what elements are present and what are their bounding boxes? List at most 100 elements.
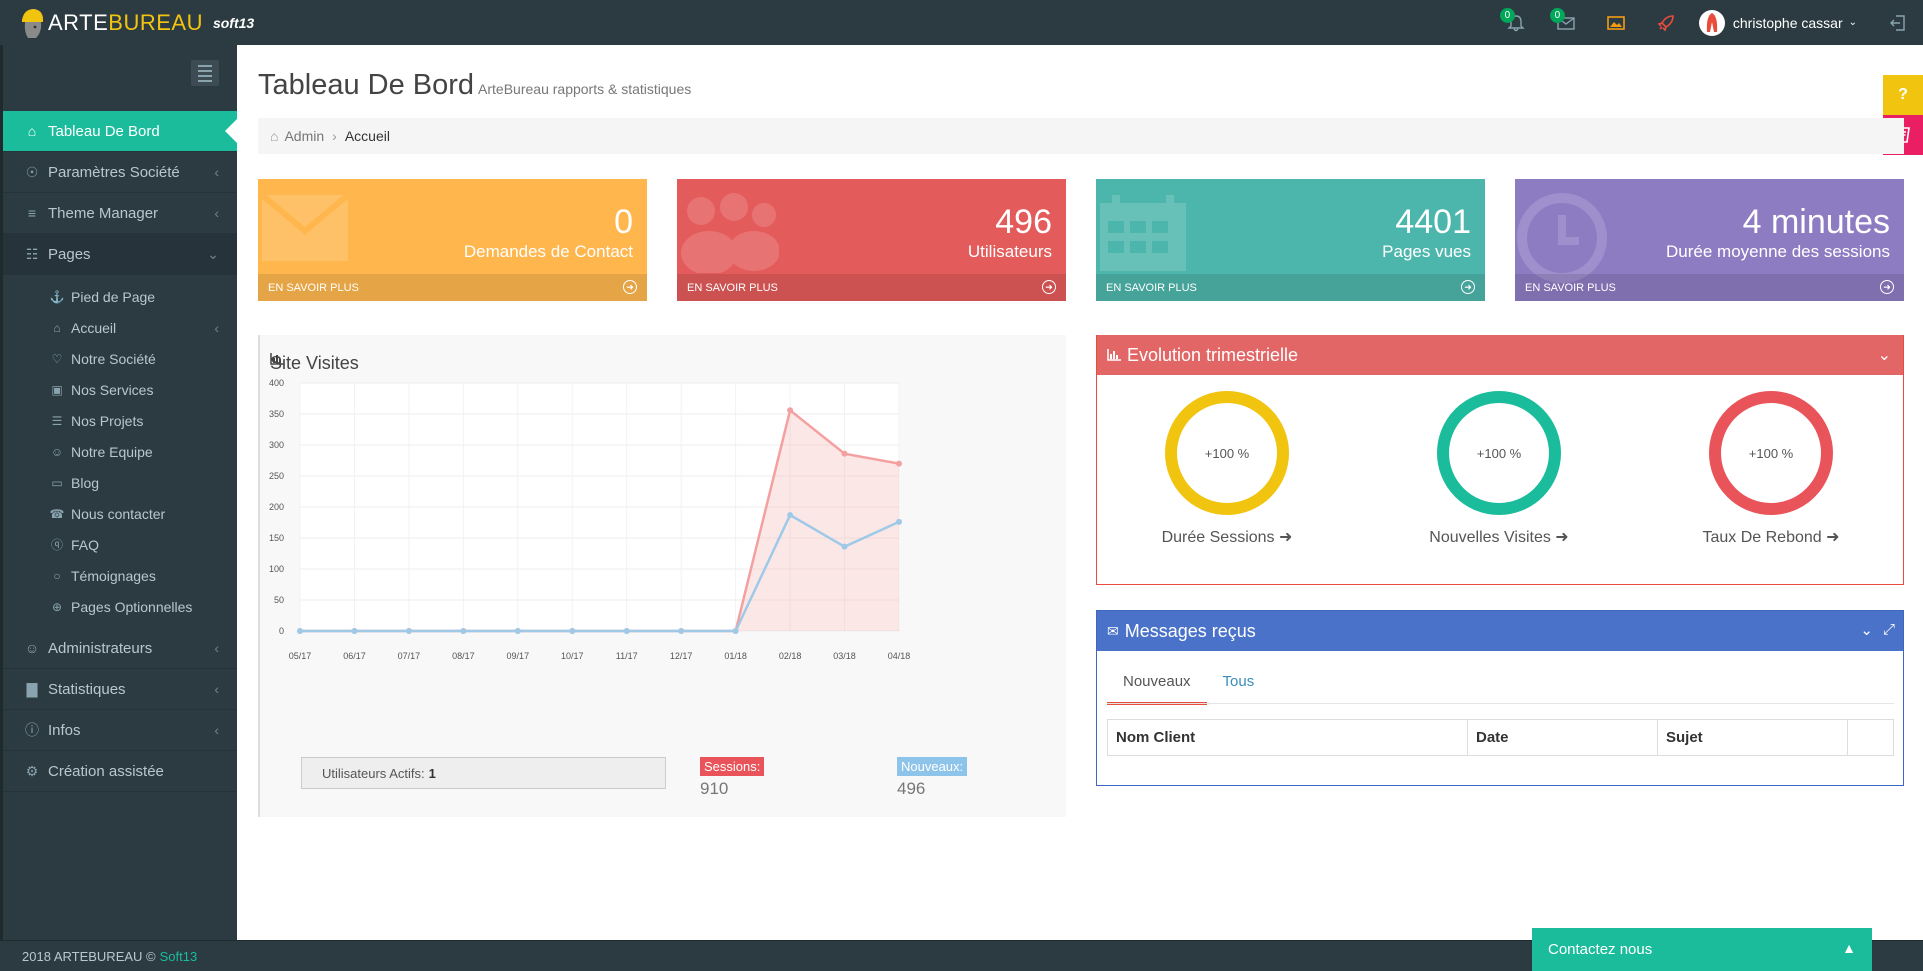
heart-icon: ♡ — [51, 351, 63, 366]
ring-label: Nouvelles Visites — [1429, 529, 1551, 546]
page-title-text: Tableau De Bord — [258, 69, 475, 101]
collapse-chevron-icon[interactable]: ⌄ — [1877, 347, 1891, 364]
launch-button[interactable] — [1641, 0, 1691, 45]
sidebar-subitem-accueil[interactable]: ⌂ Accueil ‹ — [3, 312, 237, 343]
ring-circle: +100 % — [1165, 391, 1289, 515]
arrow-circle-right-icon: ➜ — [1555, 529, 1569, 546]
contact-us-widget[interactable]: Contactez nous ▲ — [1532, 928, 1872, 971]
column-header-client[interactable]: Nom Client — [1107, 719, 1468, 756]
data-point — [351, 628, 358, 634]
messages-header: ✉ Messages reçus ⌄ ⤢ — [1097, 611, 1903, 651]
ring-value: +100 % — [1204, 445, 1250, 461]
ring-label: Taux De Rebond — [1702, 529, 1822, 546]
sidebar-subitem-nous-contacter[interactable]: ☎ Nous contacter — [3, 498, 237, 529]
ring-label-link[interactable]: Durée Sessions ➜ — [1157, 527, 1297, 547]
column-header-date[interactable]: Date — [1467, 719, 1658, 756]
more-info-link[interactable]: EN SAVOIR PLUS ➜ — [1515, 274, 1904, 301]
x-tick-label: 04/18 — [888, 651, 911, 661]
active-users-label: Utilisateurs Actifs: — [322, 765, 425, 781]
sessions-legend: Sessions: 910 — [700, 757, 765, 799]
sidebar-item-creation-assistee[interactable]: ⚙ Création assistée — [3, 751, 237, 792]
breadcrumb-admin-link[interactable]: Admin — [284, 128, 325, 144]
user-menu[interactable]: christophe cassar ⌄ — [1691, 0, 1873, 45]
envelope-icon — [260, 193, 350, 261]
data-point — [787, 407, 794, 414]
data-point — [678, 628, 685, 634]
stat-contact-requests: 0 Demandes de Contact EN SAVOIR PLUS ➜ — [258, 179, 647, 301]
chevron-down-icon: ⌄ — [1848, 17, 1857, 28]
sidebar-item-administrateurs[interactable]: ☺ Administrateurs ‹ — [3, 628, 237, 669]
ring-new-visits: +100 % Nouvelles Visites ➜ — [1429, 391, 1569, 547]
sign-out-button[interactable] — [1873, 0, 1923, 45]
gift-icon: ▣ — [51, 382, 63, 397]
data-point — [841, 543, 848, 550]
ring-label-link[interactable]: Nouvelles Visites ➜ — [1429, 527, 1569, 547]
sidebar-item-label: Statistiques — [48, 680, 126, 698]
ring-session-duration: +100 % Durée Sessions ➜ — [1157, 391, 1297, 547]
arrow-circle-right-icon: ➜ — [1279, 529, 1293, 546]
column-header-subject[interactable]: Sujet — [1657, 719, 1848, 756]
expand-icon[interactable]: ⤢ — [1882, 621, 1895, 638]
sidebar-item-label: Theme Manager — [48, 204, 159, 222]
quarterly-evolution-title: Evolution trimestrielle — [1127, 344, 1299, 365]
chevron-left-icon: ‹ — [214, 205, 219, 221]
stat-session-duration: 4 minutes Durée moyenne des sessions EN … — [1515, 179, 1904, 301]
sidebar-subitem-blog[interactable]: ▭ Blog — [3, 467, 237, 498]
data-point — [460, 628, 467, 634]
site-visits-panel: 0 50 100 150 200 250 300 350 400 05/17 06/17 07/17 0… — [258, 335, 1066, 817]
more-info-link[interactable]: EN SAVOIR PLUS ➜ — [258, 274, 647, 301]
question-icon: ⓠ — [50, 538, 63, 552]
y-tick-label: 300 — [269, 440, 284, 450]
more-info-label: EN SAVOIR PLUS — [1525, 281, 1616, 294]
sidebar: ⌂ Tableau De Bord ☉ Paramètres Société ‹… — [0, 45, 237, 940]
ring-label-link[interactable]: Taux De Rebond ➜ — [1701, 527, 1841, 547]
sidebar-item-infos[interactable]: ⓘ Infos ‹ — [3, 710, 237, 751]
data-point — [405, 628, 412, 634]
sidebar-subitem-pied-de-page[interactable]: ⚓ Pied de Page — [3, 281, 237, 312]
help-label: ? — [1898, 86, 1908, 103]
sidebar-subitem-notre-societe[interactable]: ♡ Notre Société — [3, 343, 237, 374]
collapse-chevron-icon[interactable]: ⌄ — [1860, 622, 1873, 639]
sidebar-subitem-pages-optionnelles[interactable]: ⊕ Pages Optionnelles — [3, 591, 237, 622]
stat-label: Durée moyenne des sessions — [1666, 242, 1890, 261]
tab-nouveaux[interactable]: Nouveaux — [1107, 661, 1207, 705]
sidebar-subitem-nos-services[interactable]: ▣ Nos Services — [3, 374, 237, 405]
brand-soft: soft13 — [212, 15, 255, 31]
media-button[interactable] — [1591, 0, 1641, 45]
sidebar-subitem-nos-projets[interactable]: ☰ Nos Projets — [3, 405, 237, 436]
more-info-link[interactable]: EN SAVOIR PLUS ➜ — [677, 274, 1066, 301]
messages-tabs: Nouveaux Tous — [1107, 661, 1270, 705]
logo[interactable]: ARTEBUREAU soft13 — [16, 4, 254, 42]
sidebar-subitem-faq[interactable]: ⓠ FAQ — [3, 529, 237, 560]
envelope-icon: ✉ — [1107, 622, 1119, 639]
notifications-button[interactable]: 0 — [1491, 0, 1541, 45]
footer-brand-link[interactable]: Soft13 — [159, 948, 198, 964]
x-tick-label: 07/17 — [398, 651, 421, 661]
page-subtitle: ArteBureau rapports & statistiques — [478, 81, 692, 97]
sidebar-subitem-notre-equipe[interactable]: ☺ Notre Equipe — [3, 436, 237, 467]
y-tick-label: 0 — [279, 626, 284, 636]
sidebar-toggle-button[interactable] — [191, 60, 219, 86]
home-icon: ⌂ — [270, 128, 279, 144]
sidebar-item-pages[interactable]: ☷ Pages ⌄ — [3, 234, 237, 275]
ring-bounce-rate: +100 % Taux De Rebond ➜ — [1701, 391, 1841, 547]
sidebar-subitem-temoignages[interactable]: ○ Témoignages — [3, 560, 237, 591]
messages-table: Nom Client Date Sujet — [1107, 719, 1894, 756]
tab-tous[interactable]: Tous — [1222, 673, 1255, 690]
sidebar-item-tableau-de-bord[interactable]: ⌂ Tableau De Bord — [3, 111, 237, 152]
sidebar-item-statistiques[interactable]: ▇ Statistiques ‹ — [3, 669, 237, 710]
more-info-link[interactable]: EN SAVOIR PLUS ➜ — [1096, 274, 1485, 301]
y-tick-label: 250 — [269, 471, 284, 481]
messages-button[interactable]: 0 — [1541, 0, 1591, 45]
more-info-label: EN SAVOIR PLUS — [268, 281, 359, 294]
stat-label: Utilisateurs — [967, 242, 1052, 261]
help-tab[interactable]: ? — [1883, 75, 1923, 115]
x-tick-label: 08/17 — [452, 651, 475, 661]
sidebar-item-theme-manager[interactable]: ≡ Theme Manager ‹ — [3, 193, 237, 234]
sidebar-item-parametres-societe[interactable]: ☉ Paramètres Société ‹ — [3, 152, 237, 193]
data-point — [514, 628, 521, 634]
messages-tools: ⌄ ⤢ — [1860, 621, 1895, 639]
speech-icon: ○ — [53, 568, 61, 583]
home-icon: ⌂ — [27, 123, 37, 139]
footer-copyright: 2018 ARTEBUREAU © — [22, 948, 156, 964]
